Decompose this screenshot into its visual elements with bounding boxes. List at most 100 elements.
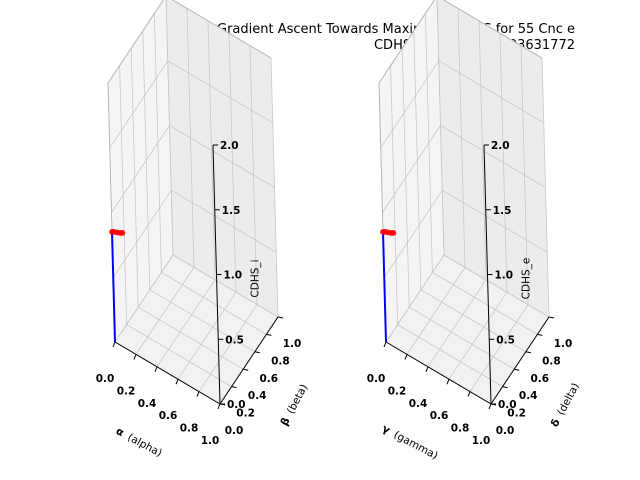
x-tick-mark [112,341,116,348]
x-tick-mark [154,366,158,372]
y-tick-mark [525,351,531,354]
x-tick-label: 0.6 [430,410,449,422]
grid-line-z [440,125,546,188]
x-tick-label: 0.2 [117,385,136,397]
floor-pane [386,255,549,404]
x-tick-label: 0.6 [159,410,178,422]
y-tick-mark [254,351,260,354]
x-tick-label: 0.8 [180,423,199,435]
pane-edge [107,0,164,84]
x-tick-label: 0.2 [388,385,407,397]
y-axis-line [219,316,279,405]
x-tick-label: 1.0 [201,435,220,447]
grid-line-x [156,279,216,368]
grid-line-x [427,279,487,368]
pane-edge [378,0,435,84]
grid-line-z [380,60,440,149]
x-tick-mark [446,379,450,385]
y-tick-mark [514,368,520,371]
x-tick-mark [383,341,387,348]
grid-line-x [448,291,508,380]
grid-line-z [442,189,548,253]
y-tick-mark [548,316,555,319]
y-tick-label: 0.4 [519,390,538,402]
grid-line-z [385,254,445,343]
grid-line-z [167,60,274,124]
x-tick-label: 0.8 [451,423,470,435]
grid-line-y [408,306,515,370]
y-tick-label: 0.8 [271,355,290,367]
pane-edge [171,0,272,59]
back-pane [437,0,549,317]
x-tick-label: 0.4 [409,398,428,410]
y-tick-mark [277,316,284,319]
x-tick-mark [467,391,471,397]
ascent-point-4 [119,229,126,236]
x-tick-mark [404,354,408,360]
grid-line-z [169,125,275,188]
z-tick-label: 1.0 [495,270,514,282]
z-tick-label: 0.5 [225,334,244,346]
grid-line-x [469,304,529,392]
back-pane [166,0,278,317]
y-tick-mark [537,333,543,336]
x-tick-mark [196,391,200,397]
z-tick-label: 0.0 [227,399,246,411]
x-tick-label: 1.0 [472,435,491,447]
y-tick-label: 1.0 [554,338,573,350]
grid-line-z [383,190,443,278]
y-tick-mark [502,386,508,389]
grid-line-y [432,272,538,335]
x-tick-mark [425,366,429,372]
grid-line-z [438,60,545,124]
grid-line-x [406,267,466,355]
y-tick-label: 0.4 [248,390,267,402]
z-tick-label: 2.0 [491,140,510,152]
y-tick-mark [243,368,249,371]
grid-line-z [171,189,277,253]
grid-line-y [126,324,232,387]
grid-line-z [382,125,441,213]
x-axis-label-symbol: γ [380,423,392,437]
y-tick-label: 0.0 [496,425,515,437]
z-tick-label: 1.0 [224,270,243,282]
z-tick-label: 2.0 [220,140,239,152]
z-tick-label: 1.5 [222,205,241,217]
z-tick-label: 0.5 [496,334,515,346]
grid-line-x [177,291,237,380]
y-tick-label: 1.0 [283,338,302,350]
y-tick-label: 0.0 [225,425,244,437]
grid-line-z [111,125,170,213]
y-tick-label: 0.8 [542,355,561,367]
grid-line-z [109,60,169,149]
y-tick-label: 0.2 [507,408,526,420]
grid-line-x [135,267,195,355]
y-tick-label: 0.6 [259,373,278,385]
axes-right: 0.00.20.40.60.81.00.00.20.40.60.81.00.00… [367,0,582,462]
ascent-point-4 [390,229,397,236]
side-pane [108,0,173,342]
x-tick-mark [175,379,179,385]
grid-line-z [172,254,279,318]
z-tick-label: 1.5 [493,205,512,217]
grid-line-z [114,254,174,343]
grid-line-y [149,289,256,353]
side-pane [379,0,444,342]
x-tick-label: 0.0 [96,373,115,385]
grid-line-z [112,190,172,278]
x-tick-label: 0.0 [367,373,386,385]
z-tick-label: 0.0 [498,399,517,411]
grid-line-y [397,324,503,387]
grid-line-y [137,306,244,370]
x-tick-mark [133,354,137,360]
z-axis-label: CDHS_e [521,258,533,300]
x-axis-line [385,341,492,405]
x-tick-label: 0.4 [138,398,157,410]
pane-edge [442,0,543,59]
y-tick-label: 0.2 [236,408,255,420]
y-axis-line [490,316,550,405]
x-tick-mark [217,403,221,410]
grid-line-y [420,289,527,353]
grid-line-x [198,304,258,392]
